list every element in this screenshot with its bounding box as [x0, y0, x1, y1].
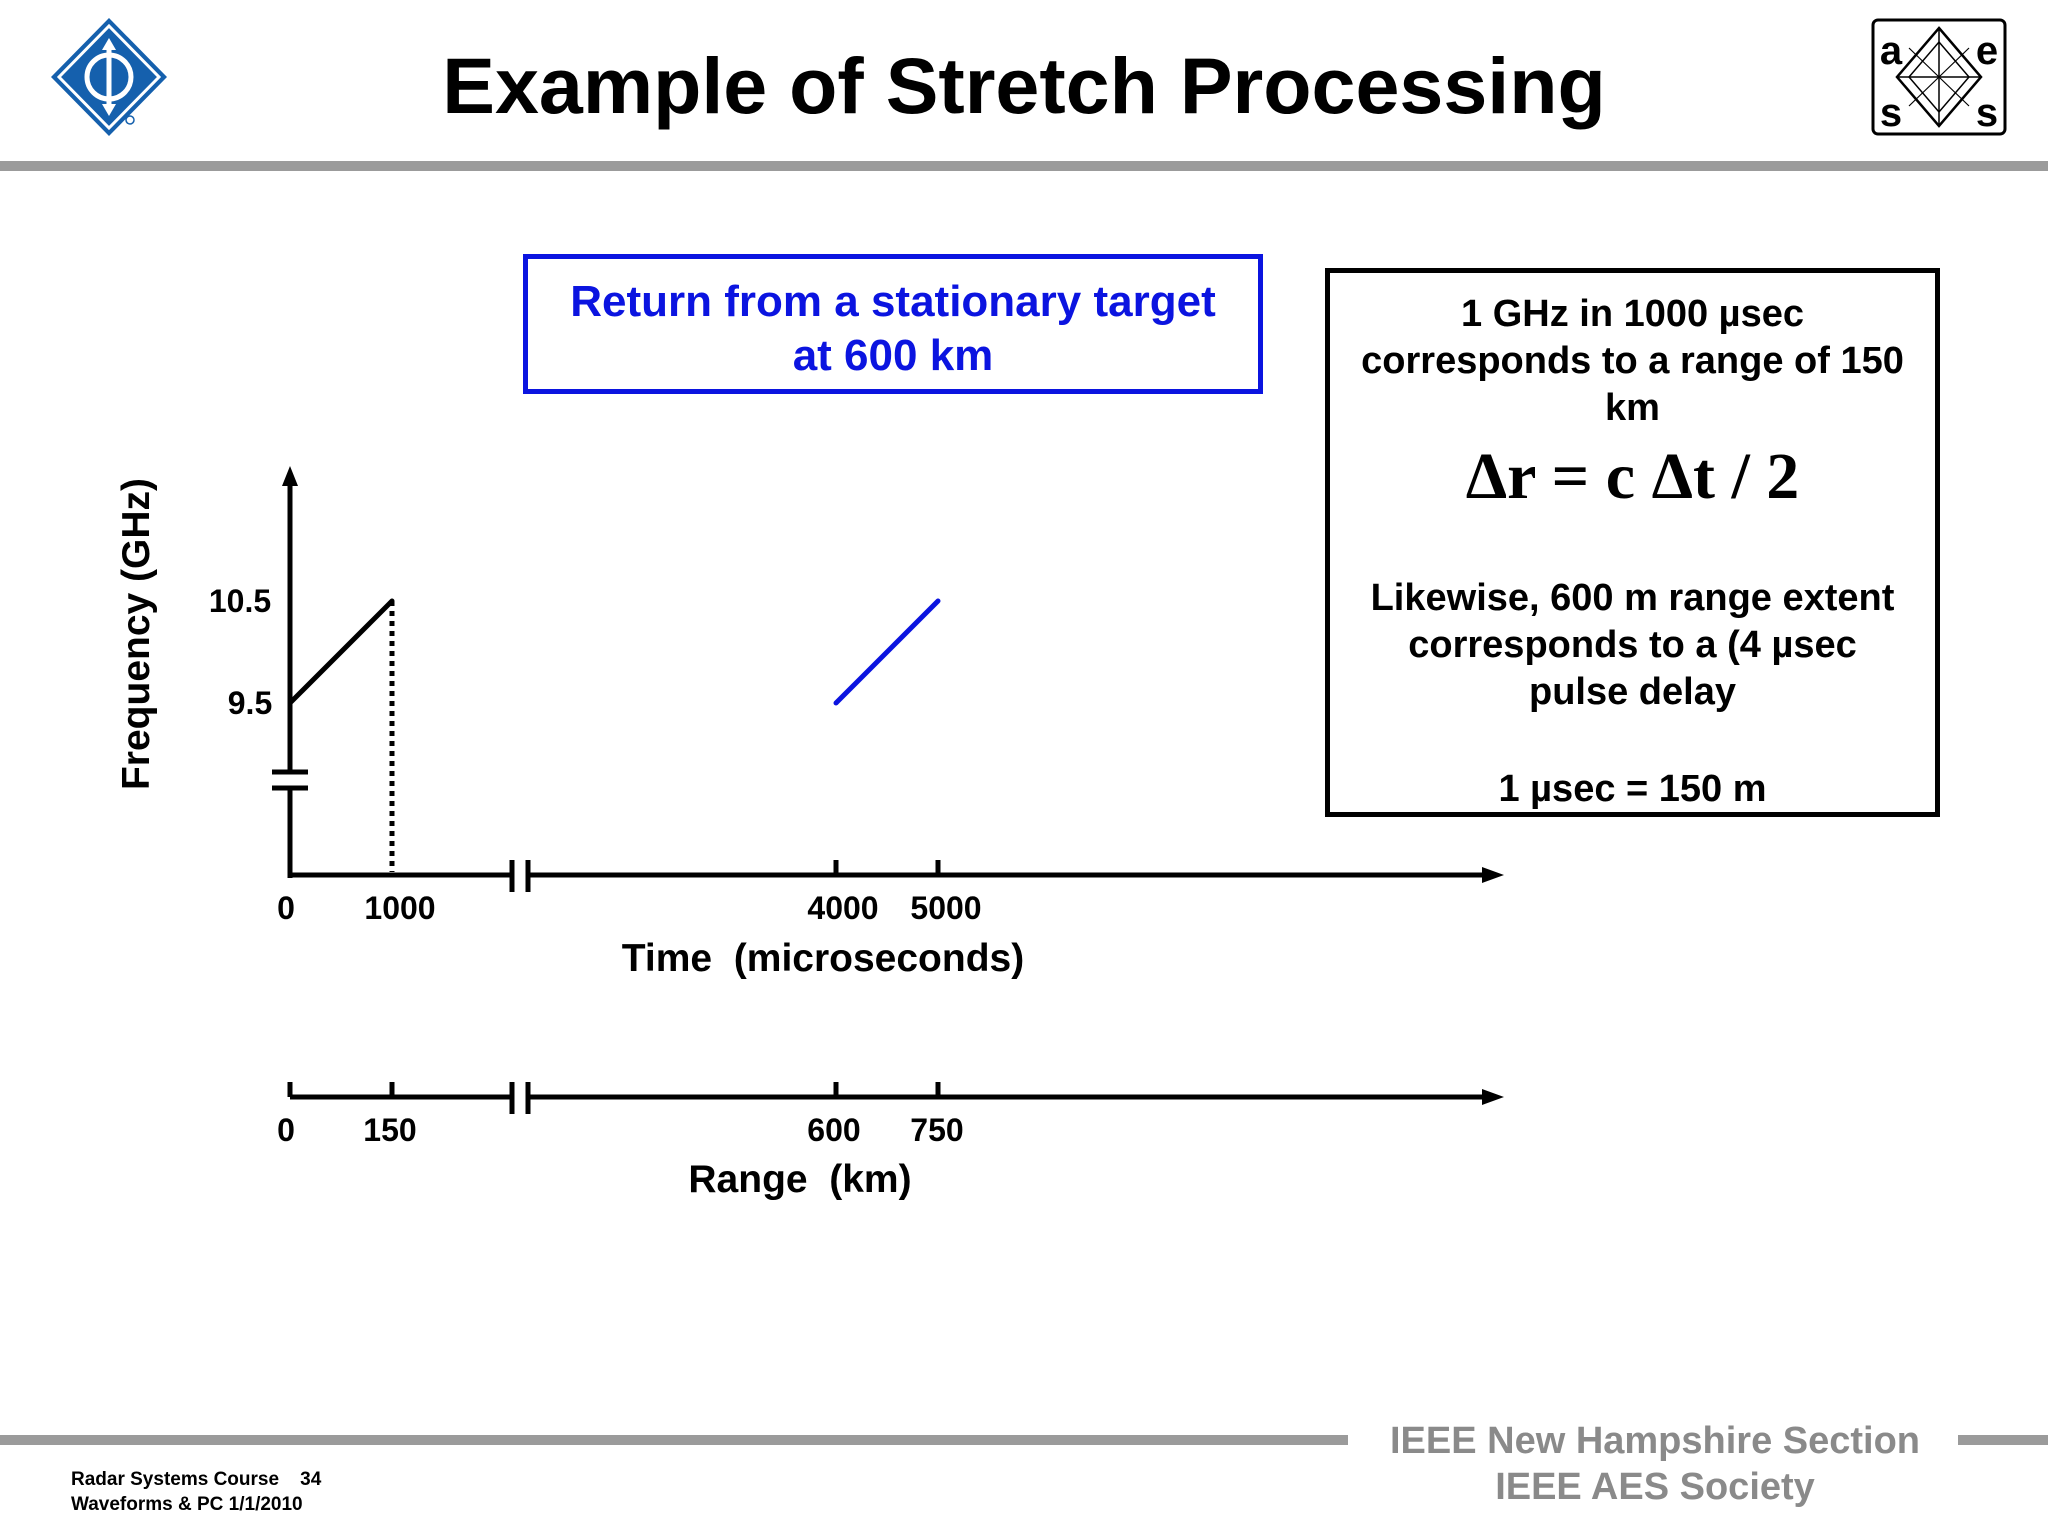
time-axis-arrow	[1482, 867, 1504, 883]
transmit-chirp-line	[287, 598, 395, 706]
note-line-6: pulse delay	[1529, 671, 1736, 713]
x-tick-1000: 1000	[364, 890, 435, 926]
note-line-7: 1 µsec = 150 m	[1498, 768, 1767, 810]
footer-org-line-2: IEEE AES Society	[1495, 1466, 1815, 1508]
note-line-5: corresponds to a (4 µsec	[1408, 624, 1857, 666]
frequency-axis-arrow	[282, 466, 298, 486]
footer-org-line-1: IEEE New Hampshire Section	[1389, 1420, 1921, 1462]
note-box: 1 GHz in 1000 µsec corresponds to a rang…	[1325, 268, 1940, 817]
range-axis-arrow	[1482, 1089, 1504, 1105]
callout-box: Return from a stationary target at 600 k…	[523, 254, 1263, 394]
callout-line-1: Return from a stationary target	[570, 277, 1216, 326]
note-line-1: 1 GHz in 1000 µsec	[1461, 293, 1804, 335]
footer-course-line-2: Waveforms & PC 1/1/2010	[71, 1494, 303, 1515]
footer-divider-right	[1958, 1435, 2048, 1445]
callout-line-2: at 600 km	[792, 331, 994, 380]
title-divider	[0, 161, 2048, 171]
frequency-axis-title: Frequency (GHz)	[115, 478, 158, 790]
slide-title: Example of Stretch Processing	[442, 41, 1606, 130]
y-tick-10.5: 10.5	[209, 583, 271, 619]
return-chirp-line	[833, 598, 941, 706]
footer-course-info: Radar Systems Course 34 Waveforms & PC 1…	[71, 1467, 321, 1517]
x-tick-4000: 4000	[807, 890, 878, 926]
time-axis-title: Time (microseconds)	[622, 937, 1024, 980]
x-tick-0: 0	[277, 890, 295, 926]
footer-divider-left	[0, 1435, 1348, 1445]
footer-organization: IEEE New Hampshire Section IEEE AES Soci…	[1350, 1418, 1960, 1510]
footer-course-line-1: Radar Systems Course 34	[71, 1469, 322, 1490]
aes-letter-e: e	[1976, 29, 1998, 73]
aes-logo: a e s s	[1871, 18, 2007, 136]
y-tick-9.5: 9.5	[228, 685, 272, 721]
note-line-3: km	[1605, 387, 1660, 429]
range-tick-label-150: 150	[363, 1112, 416, 1148]
range-tick-label-0: 0	[277, 1112, 295, 1148]
aes-letter-s2: s	[1976, 91, 1998, 135]
x-tick-5000: 5000	[910, 890, 981, 926]
aes-letter-a: a	[1880, 29, 1903, 73]
note-line-2: corresponds to a range of 150	[1361, 340, 1904, 382]
range-formula: Δr = c Δt / 2	[1465, 440, 1800, 513]
range-axis-title: Range (km)	[688, 1158, 911, 1201]
ieee-logo	[51, 18, 167, 136]
range-tick-label-600: 600	[807, 1112, 860, 1148]
aes-letter-s1: s	[1880, 91, 1902, 135]
range-tick-label-750: 750	[910, 1112, 963, 1148]
note-line-4: Likewise, 600 m range extent	[1370, 577, 1895, 619]
